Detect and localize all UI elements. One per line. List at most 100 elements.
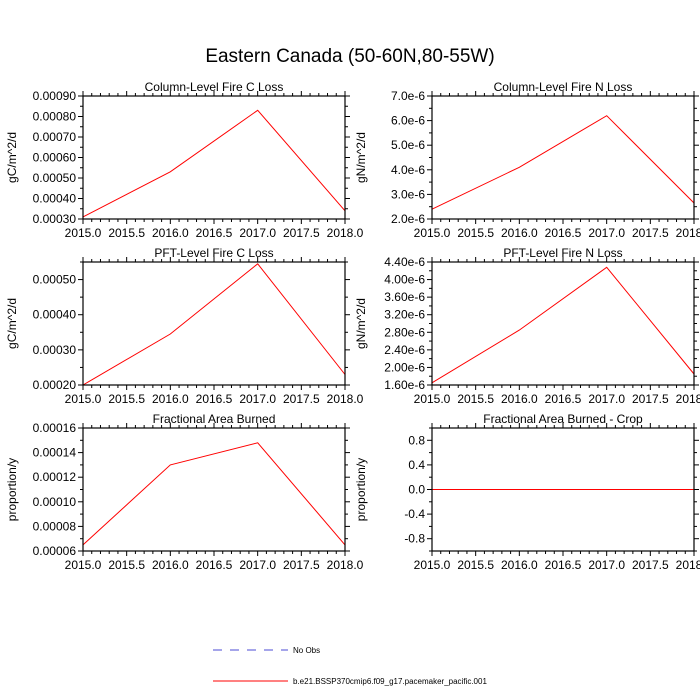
x-tick-label: 2017.0	[588, 558, 625, 572]
x-tick-label: 2016.0	[501, 226, 538, 240]
series-line-1	[82, 442, 346, 546]
x-tick-label: 2018.0	[327, 392, 364, 406]
x-tick-label: 2015.0	[414, 558, 451, 572]
y-tick-label: 0.00008	[33, 519, 77, 533]
x-tick-label: 2016.5	[545, 392, 582, 406]
y-tick-label: 0.00030	[33, 212, 77, 226]
y-axis-label: gC/m^2/d	[5, 298, 19, 349]
x-tick-label: 2016.5	[545, 558, 582, 572]
y-tick-label: 0.00070	[33, 130, 77, 144]
series-line-1	[82, 109, 346, 218]
y-tick-label: 3.0e-6	[391, 187, 425, 201]
panel-title: Fractional Area Burned	[153, 412, 276, 426]
x-tick-label: 2017.0	[588, 392, 625, 406]
series-line-1	[431, 115, 695, 210]
y-tick-label: -0.4	[404, 507, 425, 521]
y-axis-label: gC/m^2/d	[5, 132, 19, 183]
x-tick-label: 2017.0	[239, 392, 276, 406]
chart-panel-4: PFT-Level Fire N Loss gN/m^2/d 2015.0 2015.…	[354, 246, 700, 406]
y-axis-label: gN/m^2/d	[354, 298, 368, 349]
plot-frame	[82, 427, 346, 552]
x-tick-label: 2017.5	[283, 226, 320, 240]
y-tick-label: 2.40e-6	[384, 343, 425, 357]
x-tick-label: 2016.5	[196, 392, 233, 406]
y-tick-label: 0.00050	[33, 171, 77, 185]
x-tick-label: 2015.0	[65, 558, 102, 572]
y-tick-label: 4.40e-6	[384, 255, 425, 269]
y-tick-label: 0.00060	[33, 151, 77, 165]
y-tick-label: 2.00e-6	[384, 360, 425, 374]
x-tick-label: 2017.0	[239, 558, 276, 572]
legend-label-1: No Obs	[293, 646, 320, 655]
x-tick-label: 2015.5	[457, 558, 494, 572]
y-tick-label: 0.00050	[33, 273, 77, 287]
y-axis-label: gN/m^2/d	[354, 132, 368, 183]
x-tick-label: 2015.5	[457, 392, 494, 406]
panel-title: PFT-Level Fire C Loss	[154, 246, 273, 260]
x-tick-label: 2017.5	[283, 558, 320, 572]
y-tick-label: 0.0	[408, 483, 425, 497]
y-tick-label: 0.00080	[33, 110, 77, 124]
x-tick-label: 2015.5	[108, 226, 145, 240]
x-tick-label: 2017.5	[632, 226, 669, 240]
x-tick-label: 2015.5	[457, 226, 494, 240]
x-tick-label: 2016.5	[545, 226, 582, 240]
chart-panel-1: Column-Level Fire C Loss gC/m^2/d 2015.0 20…	[5, 80, 364, 240]
chart-panel-6: Fractional Area Burned - Crop proportion/…	[354, 412, 700, 572]
panel-title: Fractional Area Burned - Crop	[483, 412, 643, 426]
x-tick-label: 2016.5	[196, 226, 233, 240]
x-tick-label: 2017.0	[588, 226, 625, 240]
y-tick-label: 0.00010	[33, 495, 77, 509]
y-axis-label: proportion/y	[354, 458, 368, 521]
chart-panel-3: PFT-Level Fire C Loss gC/m^2/d 2015.0 2015.…	[5, 246, 364, 406]
y-tick-label: 0.00030	[33, 343, 77, 357]
x-tick-label: 2018.0	[327, 226, 364, 240]
x-tick-label: 2015.0	[414, 392, 451, 406]
plot-frame	[431, 261, 695, 386]
x-tick-label: 2018.0	[676, 226, 700, 240]
panel-title: PFT-Level Fire N Loss	[503, 246, 622, 260]
y-tick-label: 0.00090	[33, 89, 77, 103]
plot-frame	[431, 427, 695, 552]
y-tick-label: 0.00014	[33, 446, 77, 460]
y-tick-label: 0.8	[408, 433, 425, 447]
x-tick-label: 2015.0	[414, 226, 451, 240]
x-tick-label: 2017.5	[632, 558, 669, 572]
y-tick-label: 4.0e-6	[391, 163, 425, 177]
figure-title: Eastern Canada (50-60N,80-55W)	[205, 46, 495, 67]
x-tick-label: 2015.0	[65, 392, 102, 406]
x-tick-label: 2015.5	[108, 558, 145, 572]
x-tick-label: 2015.0	[65, 226, 102, 240]
legend: No Obs b.e21.BSSP370cmip6.f09_g17.pacemak…	[213, 646, 487, 686]
y-tick-label: -0.8	[404, 532, 425, 546]
plot-frame	[82, 261, 346, 386]
y-tick-label: 0.00040	[33, 192, 77, 206]
panel-title: Column-Level Fire N Loss	[494, 80, 633, 94]
x-tick-label: 2016.0	[501, 392, 538, 406]
series-line-1	[82, 263, 346, 386]
x-tick-label: 2016.0	[152, 226, 189, 240]
x-tick-label: 2016.0	[152, 558, 189, 572]
y-tick-label: 4.00e-6	[384, 273, 425, 287]
y-tick-label: 1.60e-6	[384, 378, 425, 392]
y-axis-label: proportion/y	[5, 458, 19, 521]
y-tick-label: 3.20e-6	[384, 308, 425, 322]
y-tick-label: 0.4	[408, 458, 425, 472]
y-tick-label: 0.00020	[33, 378, 77, 392]
y-tick-label: 5.0e-6	[391, 138, 425, 152]
x-tick-label: 2015.5	[108, 392, 145, 406]
y-tick-label: 2.80e-6	[384, 325, 425, 339]
panel-title: Column-Level Fire C Loss	[145, 80, 284, 94]
y-tick-label: 2.0e-6	[391, 212, 425, 226]
chart-panel-5: Fractional Area Burned proportion/y 2015.0…	[5, 412, 364, 572]
y-tick-label: 0.00016	[33, 421, 77, 435]
y-tick-label: 0.00012	[33, 470, 77, 484]
y-tick-label: 3.60e-6	[384, 290, 425, 304]
x-tick-label: 2016.5	[196, 558, 233, 572]
x-tick-label: 2016.0	[501, 558, 538, 572]
plot-frame	[82, 95, 346, 220]
plot-frame	[431, 95, 695, 220]
series-line-1	[431, 266, 695, 384]
